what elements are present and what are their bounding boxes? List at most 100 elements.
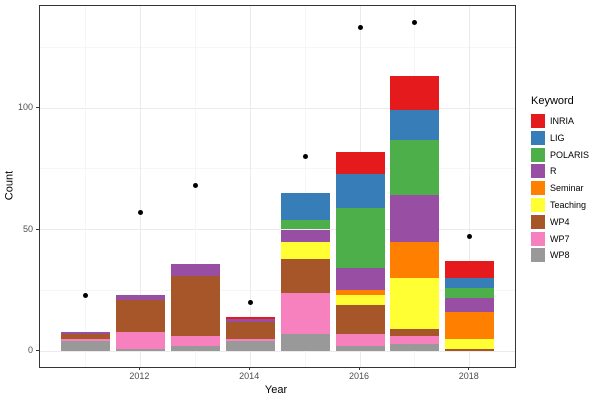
bar-segment-2018-WP4 bbox=[445, 348, 495, 351]
legend-entry-WP7: WP7 bbox=[531, 231, 600, 246]
legend-label-WP7: WP7 bbox=[550, 233, 570, 244]
y-tick-label: 0 bbox=[27, 345, 33, 355]
y-tickmark bbox=[35, 350, 39, 351]
legend-entry-LIG: LIG bbox=[531, 130, 600, 145]
legend-entry-INRIA: INRIA bbox=[531, 114, 600, 128]
legend-entries: INRIA LIG POLARIS R Seminar Teaching WP4 WP7 WP8 bbox=[523, 114, 600, 263]
bar-segment-2014-INRIA bbox=[225, 316, 275, 320]
legend-swatch-Seminar bbox=[531, 181, 545, 196]
bar-segment-2016-Seminar bbox=[335, 290, 385, 296]
x-tickmark bbox=[248, 367, 250, 370]
x-tickmark bbox=[358, 367, 360, 370]
bar-segment-2012-WP7 bbox=[115, 331, 165, 349]
x-tickmark bbox=[138, 367, 140, 370]
bar-segment-2015-WP7 bbox=[280, 292, 330, 334]
bar-segment-2018-R bbox=[445, 297, 495, 313]
legend-swatch-WP8 bbox=[531, 248, 545, 263]
bar-segment-2016-Teaching bbox=[335, 295, 385, 305]
legend-label-Seminar: Seminar bbox=[550, 183, 584, 194]
data-point-2012 bbox=[137, 209, 143, 215]
bar-segment-2017-INRIA bbox=[390, 76, 440, 111]
legend-label-POLARIS: POLARIS bbox=[550, 149, 590, 160]
data-point-2011 bbox=[83, 292, 88, 298]
legend-swatch-POLARIS bbox=[531, 147, 545, 162]
bar-segment-2016-INRIA bbox=[335, 151, 385, 174]
bar-segment-2018-POLARIS bbox=[445, 287, 495, 298]
data-point-2018 bbox=[467, 234, 473, 240]
legend-swatch-R bbox=[531, 164, 545, 179]
legend-label-LIG: LIG bbox=[550, 132, 565, 143]
bar-segment-2016-WP8 bbox=[335, 346, 385, 351]
bar-segment-2011-R bbox=[61, 331, 110, 334]
gridline-x-2014 bbox=[249, 6, 251, 367]
bar-segment-2013-WP8 bbox=[170, 346, 220, 351]
bar-segment-2016-LIG bbox=[335, 173, 385, 208]
legend-swatch-LIG bbox=[531, 130, 545, 145]
data-point-2016 bbox=[357, 25, 363, 31]
bar-segment-2014-WP7 bbox=[225, 338, 275, 342]
legend-swatch-INRIA bbox=[531, 114, 545, 128]
y-tick-label: 100 bbox=[17, 102, 33, 112]
bar-segment-2017-POLARIS bbox=[390, 139, 440, 196]
bar-segment-2015-POLARIS bbox=[280, 219, 330, 230]
x-tick-label: 2018 bbox=[458, 371, 479, 381]
y-tick-label: 50 bbox=[22, 223, 33, 234]
bar-segment-2018-Seminar bbox=[445, 312, 495, 339]
y-tickmark bbox=[35, 228, 39, 230]
bar-segment-2018-Teaching bbox=[445, 338, 495, 349]
bars-layer bbox=[40, 6, 515, 367]
legend-label-WP4: WP4 bbox=[550, 216, 570, 227]
gridline-y-minor bbox=[39, 289, 515, 291]
legend-label-R: R bbox=[550, 166, 557, 177]
bar-segment-2017-WP4 bbox=[390, 329, 440, 337]
gridline-x-2018 bbox=[469, 6, 471, 367]
legend-entry-WP8: WP8 bbox=[531, 248, 600, 263]
gridline-x-2015 bbox=[304, 6, 306, 367]
data-point-2013 bbox=[192, 183, 198, 189]
bar-segment-2016-WP4 bbox=[335, 304, 385, 334]
bar-segment-2014-R bbox=[225, 319, 275, 322]
legend-label-INRIA: INRIA bbox=[550, 116, 575, 126]
legend-entry-POLARIS: POLARIS bbox=[531, 147, 600, 162]
bar-segment-2015-LIG bbox=[280, 193, 330, 220]
legend-entry-R: R bbox=[531, 164, 600, 179]
points-layer bbox=[40, 6, 515, 367]
bar-segment-2015-R bbox=[280, 229, 330, 242]
bar-segment-2014-WP4 bbox=[225, 321, 275, 339]
bar-segment-2013-R bbox=[170, 263, 220, 276]
legend-swatch-Teaching bbox=[531, 197, 545, 212]
gridline-y-minor bbox=[39, 46, 515, 48]
bar-segment-2017-WP7 bbox=[390, 336, 440, 344]
x-tick-label: 2014 bbox=[239, 371, 260, 381]
y-axis-title: Count bbox=[3, 170, 16, 201]
bar-segment-2011-WP4 bbox=[61, 333, 110, 339]
gridline-x-2012 bbox=[139, 6, 141, 367]
data-point-2017 bbox=[412, 20, 418, 26]
legend-swatch-WP4 bbox=[531, 214, 545, 229]
gridline-y-minor bbox=[39, 168, 515, 170]
x-tickmark bbox=[468, 367, 470, 370]
bar-segment-2012-WP4 bbox=[115, 299, 165, 332]
legend-label-Teaching: Teaching bbox=[550, 199, 587, 210]
gridline-y-major bbox=[39, 229, 515, 230]
gridline-y-major bbox=[39, 107, 515, 109]
legend: Keyword INRIA LIG POLARIS R Seminar Teaching W… bbox=[523, 95, 600, 265]
bar-segment-2015-WP8 bbox=[280, 333, 330, 351]
bar-segment-2011-WP8 bbox=[61, 341, 110, 351]
legend-entry-WP4: WP4 bbox=[531, 214, 600, 229]
bar-segment-2017-WP8 bbox=[390, 343, 440, 351]
bar-segment-2017-R bbox=[390, 195, 440, 242]
x-tick-label: 2012 bbox=[129, 371, 150, 381]
bar-segment-2017-LIG bbox=[390, 110, 440, 140]
bar-segment-2013-WP7 bbox=[170, 336, 220, 347]
bar-segment-2018-INRIA bbox=[445, 261, 495, 279]
bar-segment-2018-LIG bbox=[445, 278, 495, 288]
bar-segment-2013-WP4 bbox=[170, 275, 220, 337]
y-tickmark bbox=[35, 107, 39, 108]
bar-segment-2016-WP7 bbox=[335, 333, 385, 347]
legend-entry-Seminar: Seminar bbox=[531, 181, 600, 196]
data-point-2014 bbox=[247, 299, 253, 305]
bar-segment-2012-WP8 bbox=[115, 348, 165, 351]
x-tick-label: 2016 bbox=[348, 371, 370, 381]
